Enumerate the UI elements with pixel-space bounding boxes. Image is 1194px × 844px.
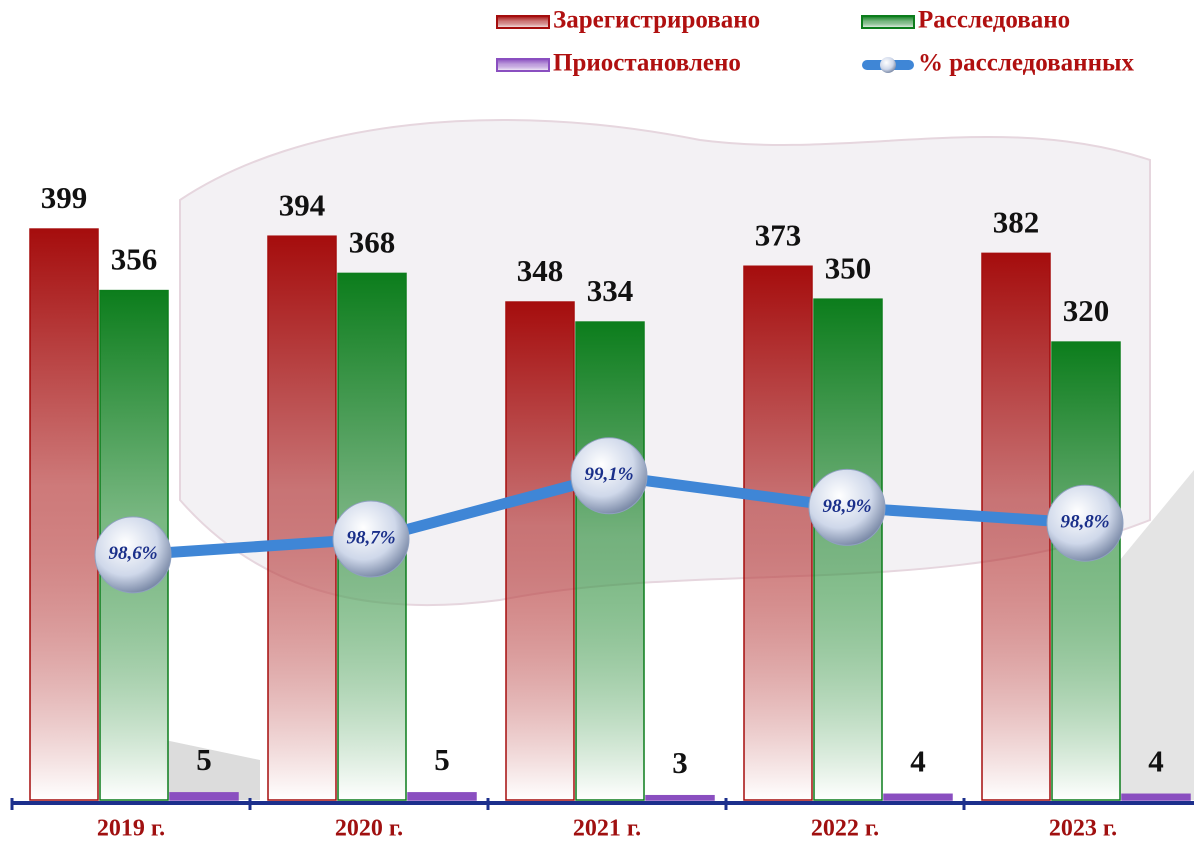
bar: [169, 792, 239, 801]
bar: [1121, 793, 1191, 801]
legend-label: % расследованных: [918, 50, 1134, 77]
bar: [267, 235, 337, 801]
legend-swatch: [496, 15, 550, 29]
data-label: 320: [1063, 293, 1110, 328]
bar: [29, 228, 99, 801]
corner-decor: [1120, 470, 1194, 800]
data-label: 3: [672, 745, 688, 780]
data-label: 5: [196, 742, 212, 777]
data-label: 373: [755, 217, 802, 252]
data-label: 5: [434, 742, 450, 777]
data-label: 4: [1148, 743, 1164, 778]
legend-swatch: [861, 15, 915, 29]
legend-swatch: [496, 58, 550, 72]
legend-label: Расследовано: [918, 7, 1070, 34]
data-label: 4: [910, 743, 926, 778]
point: [808, 468, 886, 546]
data-label: 399: [41, 180, 88, 215]
bar: [645, 794, 715, 801]
bar: [575, 321, 645, 801]
data-label: 368: [349, 225, 396, 260]
bar: [883, 793, 953, 801]
corner-decor: [165, 740, 260, 800]
legend-label: Приостановлено: [553, 50, 741, 77]
x-tick-label: 2021 г.: [573, 816, 641, 842]
bar: [981, 252, 1051, 801]
x-tick-label: 2019 г.: [97, 816, 165, 842]
legend-swatch: [880, 57, 896, 73]
data-label: 382: [993, 204, 1040, 239]
data-label: 99,1%: [584, 464, 633, 485]
data-label: 98,7%: [346, 527, 395, 548]
data-label: 98,8%: [1060, 512, 1109, 533]
data-label: 98,6%: [108, 543, 157, 564]
point: [570, 437, 648, 515]
bar: [505, 301, 575, 801]
data-label: 98,9%: [822, 496, 871, 517]
x-tick-label: 2022 г.: [811, 816, 879, 842]
bar: [1051, 341, 1121, 801]
point: [94, 516, 172, 594]
legend-label: Зарегистрировано: [553, 7, 760, 34]
bar: [407, 792, 477, 801]
data-label: 350: [825, 250, 872, 285]
bar: [813, 298, 883, 801]
x-tick-label: 2023 г.: [1049, 816, 1117, 842]
x-tick-label: 2020 г.: [335, 816, 403, 842]
point: [1046, 484, 1124, 562]
data-label: 334: [587, 273, 634, 308]
bar: [743, 265, 813, 801]
point: [332, 500, 410, 578]
data-label: 394: [279, 187, 326, 222]
data-label: 356: [111, 242, 158, 277]
data-label: 348: [517, 253, 564, 288]
